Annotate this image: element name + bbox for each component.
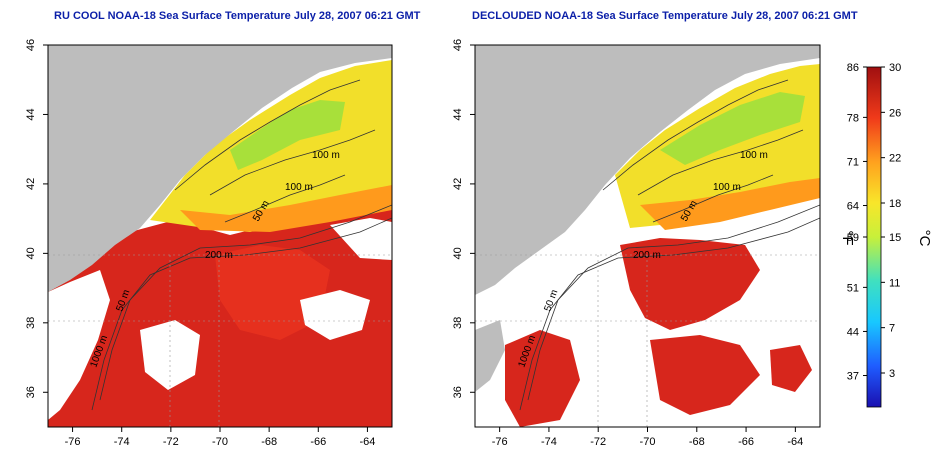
left-graticule [48,254,392,427]
left-green-patches [230,100,345,170]
fahrenheit-tick-label: 51 [847,282,859,294]
fahrenheit-tick-label: 59 [847,232,859,244]
right-warm-patch-3 [505,330,580,427]
left-contour-label: 100 m [285,182,313,193]
right-lat-tick-label: 46 [452,39,464,51]
celsius-tick-label: 26 [889,107,901,119]
left-lat-tick-label: 40 [25,247,37,259]
left-map-title: RU COOL NOAA-18 Sea Surface Temperature … [54,10,421,22]
right-lon-tick-label: -66 [738,436,754,448]
left-hot-core [215,245,330,340]
left-lon-tick-label: -64 [359,436,375,448]
right-orange-band [640,178,820,230]
left-lon-tick-label: -74 [114,436,130,448]
right-warm-patch-4 [770,345,812,392]
left-lon-tick-label: -70 [212,436,228,448]
celsius-unit-label: °C [916,230,933,247]
celsius-tick-label: 3 [889,368,895,380]
left-lon-tick-label: -68 [261,436,277,448]
temperature-colorbar: 30 26 22 18 15 11 7 3 86 78 71 64 59 51 44 37 °F °C [839,62,933,408]
right-green-patches [660,92,805,165]
right-axis-ticks: -76 -74 -72 -70 -68 -66 -64 36 38 40 42 44 46 [452,39,803,448]
right-lon-tick-label: -68 [689,436,705,448]
right-land [475,45,820,295]
right-contour-label: 100 m [740,150,768,161]
left-cloud-3 [300,290,370,340]
right-contour-label: 200 m [633,250,661,261]
left-lat-tick-label: 36 [25,386,37,398]
right-map: 100 m 100 m 50 m 200 m 50 m 1000 m -76 -7… [452,39,821,448]
left-map: 100 m 100 m 50 m 200 m 50 m 1000 m -76 -7… [25,39,393,448]
left-contour-label: 200 m [205,250,233,261]
fahrenheit-tick-label: 86 [847,62,859,74]
fahrenheit-tick-label: 64 [847,201,859,213]
left-cloud-4 [330,218,392,260]
right-graticule [475,254,820,427]
celsius-tick-label: 18 [889,198,901,210]
colorbar-gradient [866,66,882,408]
left-lat-tick-label: 46 [25,39,37,51]
celsius-tick-label: 15 [889,232,901,244]
right-contour-label: 100 m [713,182,741,193]
celsius-tick-label: 22 [889,153,901,165]
celsius-tick-label: 11 [889,277,900,289]
celsius-tick-label: 30 [889,62,901,74]
right-lon-tick-label: -74 [541,436,557,448]
celsius-tick-label: 7 [889,323,895,335]
colorbar-ticks: 30 26 22 18 15 11 7 3 86 78 71 64 59 51 44 37 [847,62,902,383]
left-lat-tick-label: 44 [25,108,37,120]
left-contour-label: 100 m [312,150,340,161]
right-lon-tick-label: -72 [590,436,606,448]
fahrenheit-tick-label: 71 [847,156,859,168]
left-lon-tick-label: -72 [163,436,179,448]
left-lon-tick-label: -66 [310,436,326,448]
right-lat-tick-label: 36 [452,386,464,398]
fahrenheit-tick-label: 44 [847,326,859,338]
right-warm-water [620,238,760,330]
right-lat-tick-label: 40 [452,247,464,259]
left-bathymetry-contours [91,79,392,411]
left-axis-ticks: -76 -74 -72 -70 -68 -66 -64 36 38 40 42 44 46 [25,39,375,448]
right-lon-tick-label: -64 [787,436,803,448]
left-cloud-1 [48,270,110,420]
right-warm-patch-2 [650,335,760,415]
left-orange-band [180,185,392,232]
left-land [48,45,392,292]
right-land-south [475,320,505,392]
right-lat-tick-label: 44 [452,108,464,120]
right-lon-tick-label: -76 [492,436,508,448]
right-lon-tick-label: -70 [640,436,656,448]
right-map-title: DECLOUDED NOAA-18 Sea Surface Temperatur… [472,10,858,22]
right-lat-tick-label: 38 [452,317,464,329]
left-lat-tick-label: 42 [25,178,37,190]
fahrenheit-unit-label: °F [839,230,856,245]
right-bathymetry-contours [519,79,820,411]
left-lon-tick-label: -76 [65,436,81,448]
fahrenheit-tick-label: 78 [847,112,859,124]
fahrenheit-tick-label: 37 [847,371,859,383]
left-lat-tick-label: 38 [25,317,37,329]
right-lat-tick-label: 42 [452,178,464,190]
